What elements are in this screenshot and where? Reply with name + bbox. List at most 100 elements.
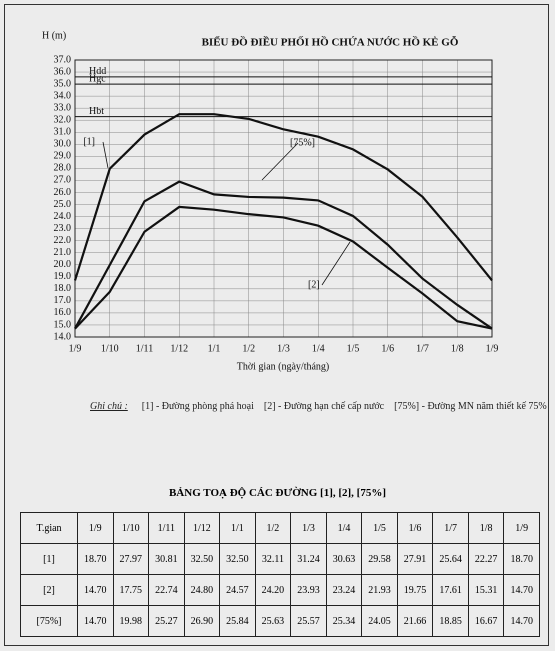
table-cell: 26.90 [183, 605, 221, 637]
x-tick-label: 1/5 [347, 343, 360, 354]
table-cell: 25.63 [254, 605, 292, 637]
table-cell: 32.11 [254, 543, 292, 575]
note: Ghi chú : [1] - Đường phòng phá hoại [2] -… [90, 401, 555, 412]
table-cell: 19.98 [112, 605, 150, 637]
table-cell: 1/7 [432, 512, 469, 544]
note-item: [1] - Đường phòng phá hoại [141, 401, 254, 412]
table-cell: [2] [20, 574, 78, 606]
table-cell: 23.93 [290, 574, 327, 606]
table-cell: 24.57 [219, 574, 256, 606]
table-cell: 24.05 [361, 605, 398, 637]
series-line [74, 180, 493, 330]
y-tick-label: 22.0 [54, 235, 72, 246]
table-cell: 1/9 [503, 512, 540, 544]
series-label: [2] [308, 279, 320, 290]
table-cell: 29.58 [361, 543, 398, 575]
y-tick-label: 19.0 [54, 271, 72, 282]
y-tick-label: 20.0 [54, 259, 72, 270]
table-cell: 17.61 [432, 574, 469, 606]
y-tick-label: 28.0 [54, 163, 72, 174]
table-cell: 17.75 [112, 574, 150, 606]
table-cell: 18.70 [503, 543, 540, 575]
y-tick-label: 15.0 [54, 319, 72, 330]
y-tick-label: 14.0 [54, 331, 72, 342]
table-cell: 27.91 [396, 543, 434, 575]
table: T.gian 1/9 1/10 1/11 1/12 1/1 1/2 1/3 1/4 1/5 1/6 1… [20, 512, 540, 637]
x-tick-label: 1/9 [69, 343, 82, 354]
x-tick-label: 1/10 [101, 343, 119, 354]
table-cell: 24.20 [254, 574, 292, 606]
x-axis-title: Thời gian (ngày/tháng) [237, 361, 330, 372]
table-cell: 32.50 [183, 543, 221, 575]
x-tick-label: 1/1 [208, 343, 221, 354]
table-cell: 1/1 [219, 512, 256, 544]
x-tick-label: 1/9 [486, 343, 499, 354]
table-row: [1] 18.70 27.97 30.81 32.50 32.50 32.11 31.24 30… [20, 543, 540, 575]
y-tick-label: 36.0 [54, 66, 72, 77]
table-cell: 14.70 [503, 574, 540, 606]
table-cell: 19.75 [396, 574, 434, 606]
reference-label: Hgc [89, 73, 106, 84]
table-cell: 32.50 [219, 543, 256, 575]
reference-label: Hbt [89, 106, 104, 117]
x-tick-label: 1/11 [136, 343, 153, 354]
table-cell: 1/6 [396, 512, 434, 544]
note-label: Ghi chú : [90, 401, 128, 412]
table-cell: 25.64 [432, 543, 469, 575]
table-cell: 21.93 [361, 574, 398, 606]
table-cell: 15.31 [467, 574, 505, 606]
y-tick-label: 26.0 [54, 187, 72, 198]
y-tick-label: 16.0 [54, 307, 72, 318]
table-cell: 1/2 [254, 512, 292, 544]
leader-line [102, 141, 109, 169]
table-row: [75%] 14.70 19.98 25.27 26.90 25.84 25.63 25.57… [20, 605, 540, 637]
y-tick-label: 23.0 [54, 223, 72, 234]
y-tick-label: 33.0 [54, 102, 72, 113]
y-tick-label: 29.0 [54, 151, 72, 162]
table-cell: [1] [20, 543, 78, 575]
chart-title: BIỂU ĐỒ ĐIỀU PHỐI HỒ CHỨA NƯỚC HỒ KẺ GỖ [202, 36, 459, 49]
y-tick-label: 24.0 [54, 211, 72, 222]
y-tick-label: 17.0 [54, 295, 72, 306]
y-tick-label: 35.0 [54, 78, 72, 89]
note-item: [75%] - Đường MN năm thiết kế 75% [394, 401, 547, 412]
table-cell: 1/5 [361, 512, 398, 544]
y-tick-label: 37.0 [54, 54, 72, 65]
table-cell: 23.24 [325, 574, 363, 606]
series-label: [75%] [290, 137, 315, 148]
table-cell: 1/12 [183, 512, 221, 544]
y-axis-title: H (m) [42, 30, 66, 41]
series-label: [1] [83, 136, 95, 147]
table-cell: 14.70 [77, 574, 114, 606]
frame [4, 4, 549, 646]
y-tick-label: 31.0 [54, 127, 72, 138]
table-row: [2] 14.70 17.75 22.74 24.80 24.57 24.20 23.93 23… [20, 574, 540, 606]
table-cell: 22.27 [467, 543, 505, 575]
series-line [74, 205, 493, 330]
note-item: [2] - Đường hạn chế cấp nước [263, 401, 385, 412]
table-cell: 18.85 [432, 605, 469, 637]
y-tick-label: 27.0 [54, 175, 72, 186]
table-cell: 14.70 [77, 605, 114, 637]
table-cell: 27.97 [112, 543, 150, 575]
table-cell: 25.57 [290, 605, 327, 637]
table-cell: 1/8 [467, 512, 505, 544]
table-cell: 14.70 [503, 605, 540, 637]
table-cell: 1/4 [325, 512, 363, 544]
table-cell: T.gian [20, 512, 78, 544]
plot-border [74, 59, 493, 338]
table-cell: 25.27 [148, 605, 185, 637]
reference-label: Hdd [89, 66, 106, 77]
leader-line [261, 142, 299, 181]
y-tick-label: 34.0 [54, 90, 72, 101]
x-tick-label: 1/2 [242, 343, 255, 354]
table-cell: 30.63 [325, 543, 363, 575]
x-tick-label: 1/4 [312, 343, 325, 354]
table-cell: 25.84 [219, 605, 256, 637]
table-row: T.gian 1/9 1/10 1/11 1/12 1/1 1/2 1/3 1/4 1/5 1/6 1… [20, 512, 540, 544]
table-cell: 1/9 [77, 512, 114, 544]
y-tick-label: 30.0 [54, 139, 72, 150]
y-tick-label: 32.0 [54, 115, 72, 126]
table-cell: 1/3 [290, 512, 327, 544]
